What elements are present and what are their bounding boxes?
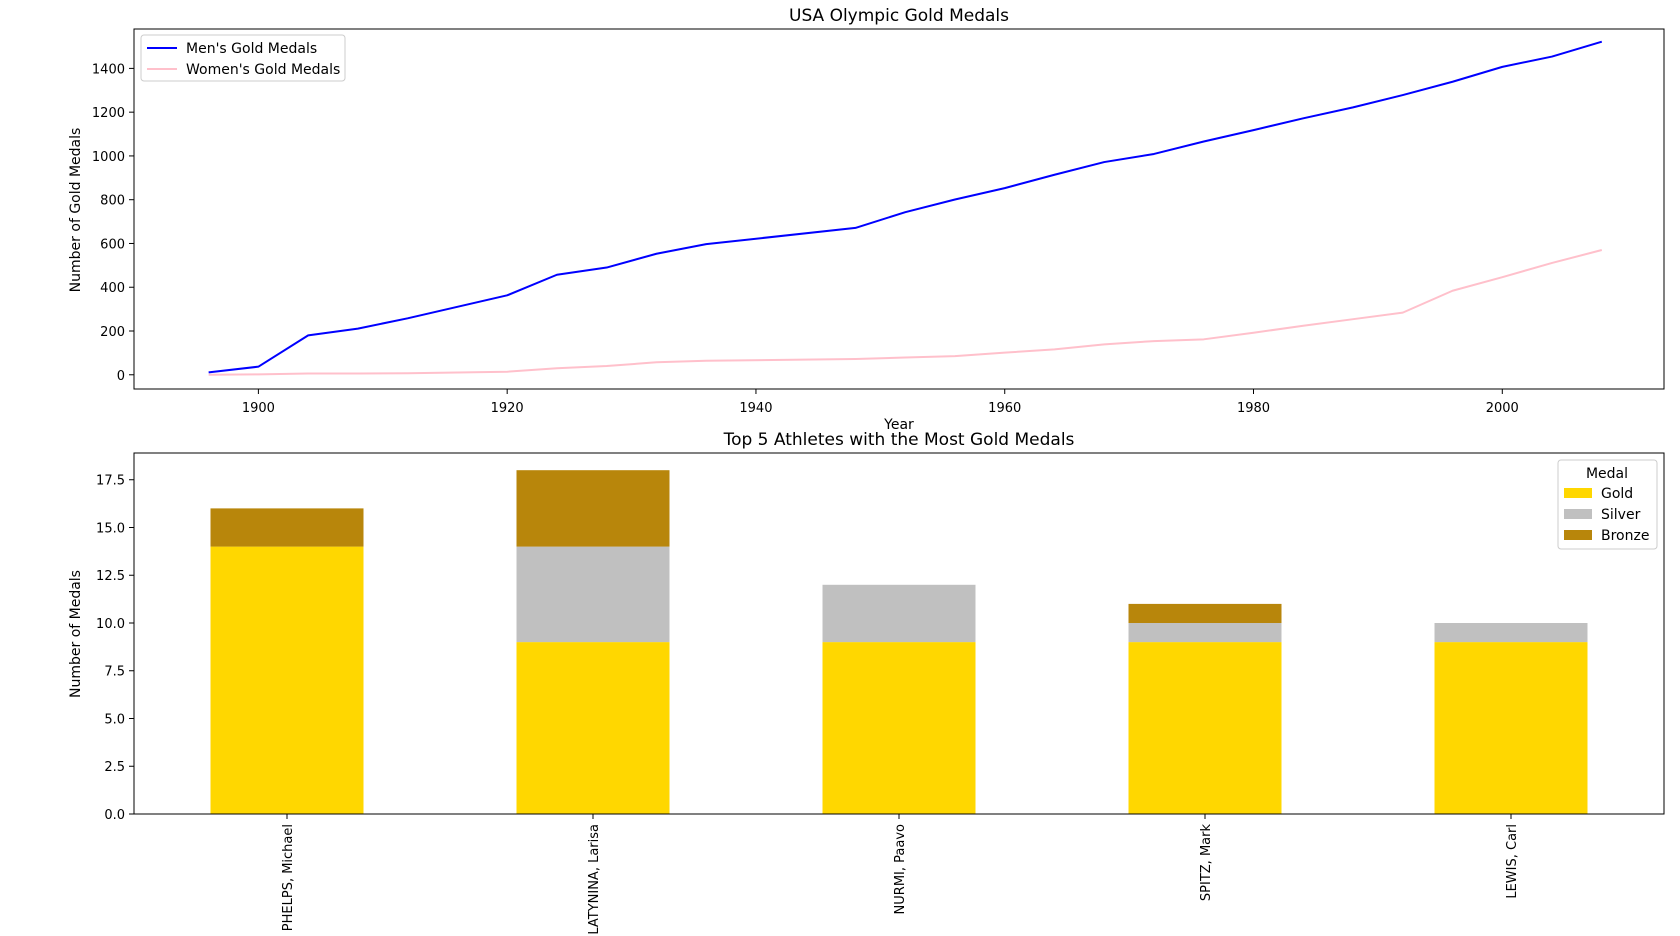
x-tick-label-1980: 1980 [1237,401,1270,416]
bar-chart-title: Top 5 Athletes with the Most Gold Medals [723,430,1075,450]
line-chart-series [208,40,1603,376]
bar-chart: Top 5 Athletes with the Most Gold Medals… [68,430,1665,935]
x-tick-label-nurmi-paavo: NURMI, Paavo [893,824,908,914]
legend-swatch-silver [1564,509,1592,519]
legend-label-mens: Men's Gold Medals [186,41,317,57]
line-chart-plot-frame [133,28,1665,390]
bar-chart-bars [210,470,1588,814]
y-tick-label-200: 200 [100,325,125,340]
x-tick-label-spitz-mark: SPITZ, Mark [1199,824,1214,902]
bar-y-tick-label-10-0: 10.0 [96,617,125,632]
bar-chart-legend-title: Medal [1586,466,1628,482]
x-tick-label-lewis-carl: LEWIS, Carl [1505,824,1520,899]
series-line-men-s-gold-medals [208,40,1603,374]
bar-latynina-larisa-gold [516,642,670,814]
legend-swatch-bronze [1564,530,1592,540]
bar-spitz-mark-gold [1128,642,1282,814]
x-tick-label-1900: 1900 [242,401,275,416]
bar-y-tick-label-5-0: 5.0 [104,712,125,727]
bar-y-tick-label-7-5: 7.5 [104,665,125,680]
bar-chart-ticks: 0.0 2.5 5.0 7.5 10.0 12.5 15.0 17.5 PHELPS, Mich… [96,474,1520,935]
y-tick-label-1200: 1200 [92,106,125,121]
y-tick-label-0: 0 [117,369,125,384]
bar-y-tick-label-0-0: 0.0 [104,808,125,823]
bar-y-tick-label-15-0: 15.0 [96,521,125,536]
y-tick-label-800: 800 [100,194,125,209]
bar-nurmi-paavo-gold [822,642,976,814]
x-tick-label-phelps-michael: PHELPS, Michael [281,824,296,931]
bar-y-tick-label-12-5: 12.5 [96,569,125,584]
line-chart-y-label: Number of Gold Medals [68,128,84,293]
x-tick-label-1940: 1940 [739,401,772,416]
bar-phelps-michael-bronze [210,508,364,547]
legend-label-silver: Silver [1601,507,1641,523]
bar-chart-plot-frame [133,452,1665,815]
bar-chart-legend-frame [1557,459,1658,550]
bar-phelps-michael-gold [210,546,364,814]
bar-nurmi-paavo-silver [822,584,976,643]
bar-latynina-larisa-bronze [516,470,670,547]
x-tick-label-1920: 1920 [491,401,524,416]
y-tick-label-1000: 1000 [92,150,125,165]
line-chart-ticks: 1900 1920 1940 1960 1980 2000 0 200 400 600 800 100… [92,62,1519,416]
x-tick-label-1960: 1960 [988,401,1021,416]
y-tick-label-1400: 1400 [92,62,125,77]
bar-spitz-mark-silver [1128,622,1282,643]
bar-chart-y-label: Number of Medals [68,570,84,698]
series-line-women-s-gold-medals [208,249,1603,376]
legend-label-womens: Women's Gold Medals [186,62,340,78]
x-tick-label-2000: 2000 [1486,401,1519,416]
bar-latynina-larisa-silver [516,546,670,643]
bar-y-tick-label-2-5: 2.5 [104,760,125,775]
legend-label-bronze: Bronze [1601,528,1649,544]
bar-lewis-carl-gold [1434,642,1588,814]
line-chart-legend-frame [140,34,346,82]
bar-spitz-mark-bronze [1128,603,1282,623]
legend-label-gold: Gold [1601,486,1633,502]
legend-swatch-gold [1564,488,1592,498]
y-tick-label-400: 400 [100,281,125,296]
bar-lewis-carl-silver [1434,622,1588,643]
bar-chart-legend: Medal Gold Silver Bronze [1557,459,1658,550]
line-chart-legend: Men's Gold Medals Women's Gold Medals [140,34,346,82]
bar-y-tick-label-17-5: 17.5 [96,474,125,489]
line-chart: USA Olympic Gold Medals 1900 1920 1940 1960… [68,6,1665,433]
y-tick-label-600: 600 [100,237,125,252]
x-tick-label-latynina-larisa: LATYNINA, Larisa [587,824,602,935]
line-chart-x-label: Year [883,417,914,433]
line-chart-title: USA Olympic Gold Medals [789,6,1009,26]
